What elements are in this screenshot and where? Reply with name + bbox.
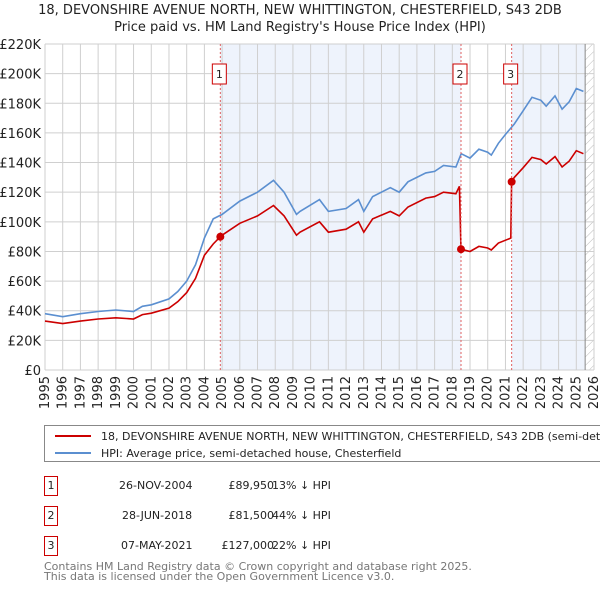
sale-point [216,232,225,241]
x-tick-label: 2010 [304,376,319,409]
x-tick-label: 2018 [445,376,460,409]
transaction-number: 2 [44,506,58,526]
transaction-number: 3 [44,536,58,556]
x-tick-label: 1999 [109,376,124,409]
x-tick-label: 2019 [463,376,478,409]
x-tick-label: 2013 [357,376,372,409]
x-tick-label: 2005 [215,376,230,409]
sale-label: 2 [457,68,464,81]
x-tick-label: 2009 [286,376,301,409]
y-tick-label: £40K [8,305,42,320]
legend: 18, DEVONSHIRE AVENUE NORTH, NEW WHITTIN… [44,425,600,462]
y-tick-label: £180K [0,97,41,112]
series-line-hpi [44,87,584,318]
x-tick-label: 2024 [552,376,567,409]
x-tick-label: 2007 [251,376,266,409]
x-tick-label: 2006 [233,376,248,409]
x-tick-label: 2003 [180,376,195,409]
transaction-hpi-diff: 44% ↓ HPI [272,509,331,522]
legend-label-hpi: HPI: Average price, semi-detached house,… [101,446,402,460]
forecast-hatch [585,44,594,370]
x-tick-label: 2016 [410,376,425,409]
series-line-price [44,149,584,325]
x-tick-label: 1998 [91,376,106,409]
x-tick-label: 1997 [73,376,88,409]
y-tick-label: £100K [0,216,41,231]
y-tick-label: £0 [24,364,41,379]
price-chart: 1 2 3 £0 £20K £40K £60K £80K £100K £120K £140K £160… [0,38,600,409]
x-tick-label: 2014 [374,376,389,409]
x-tick-label: 2021 [498,376,513,409]
y-tick-label: £140K [0,157,41,172]
y-tick-label: £60K [8,275,42,290]
x-tick-label: 2000 [127,376,142,409]
transaction-hpi-diff: 13% ↓ HPI [272,479,331,492]
transaction-price: £81,500 [228,509,275,522]
y-tick-label: £160K [0,127,41,142]
y-tick-label: £220K [0,38,41,53]
x-tick-label: 2012 [339,376,354,409]
x-tick-label: 2015 [392,376,407,409]
footer-licence: This data is licensed under the Open Gov… [44,570,395,583]
transaction-date: 28-JUN-2018 [122,509,193,522]
legend-item-price: 18, DEVONSHIRE AVENUE NORTH, NEW WHITTIN… [45,428,600,444]
x-tick-label: 2011 [321,376,336,409]
y-tick-label: £200K [0,68,41,83]
sale-label: 3 [507,68,514,81]
legend-item-hpi: HPI: Average price, semi-detached house,… [45,445,401,461]
x-tick-label: 1996 [56,376,71,409]
x-tick-label: 2022 [516,376,531,409]
sale-point [457,245,466,254]
transaction-number: 1 [44,476,58,496]
transaction-price: £89,950 [228,479,275,492]
transaction-price: £127,000 [221,539,275,552]
footer-copyright: Contains HM Land Registry data © Crown c… [44,560,472,573]
x-tick-label: 1995 [38,376,53,409]
x-tick-label: 2020 [481,376,496,409]
chart-title: 18, DEVONSHIRE AVENUE NORTH, NEW WHITTIN… [38,3,562,18]
x-tick-label: 2001 [144,376,159,409]
legend-swatch-hpi [55,452,91,454]
sale-label-box [452,63,468,85]
x-tick-label: 2025 [569,376,584,409]
x-tick-label: 2002 [162,376,177,409]
ownership-shade [511,44,586,370]
transaction-hpi-diff: 22% ↓ HPI [272,539,331,552]
x-tick-label: 2008 [268,376,283,409]
legend-label-price: 18, DEVONSHIRE AVENUE NORTH, NEW WHITTIN… [101,429,600,443]
sale-label-box [503,63,519,85]
sale-label-box [211,63,227,85]
x-tick-label: 2026 [587,376,600,409]
y-tick-label: £20K [8,334,42,349]
sale-label: 1 [216,68,223,81]
chart-subtitle: Price paid vs. HM Land Registry's House … [114,20,486,35]
y-tick-label: £120K [0,186,41,201]
x-tick-label: 2004 [197,376,212,409]
legend-swatch-price [55,435,91,437]
sale-point [507,177,516,186]
transaction-date: 26-NOV-2004 [119,479,193,492]
transaction-date: 07-MAY-2021 [121,539,193,552]
x-tick-label: 2023 [534,376,549,409]
ownership-shade [220,44,462,370]
x-tick-label: 2017 [428,376,443,409]
y-tick-label: £80K [8,245,42,260]
